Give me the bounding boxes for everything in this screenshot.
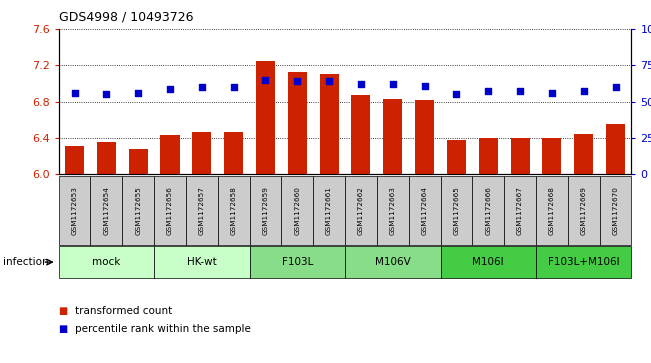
Text: GSM1172670: GSM1172670 [613, 186, 618, 235]
Bar [542, 138, 561, 174]
Text: GSM1172664: GSM1172664 [422, 186, 428, 235]
Bar [478, 138, 498, 174]
Text: GSM1172665: GSM1172665 [454, 186, 460, 235]
Text: GSM1172668: GSM1172668 [549, 186, 555, 235]
Text: GSM1172655: GSM1172655 [135, 186, 141, 235]
Text: GSM1172663: GSM1172663 [390, 186, 396, 235]
Text: HK-wt: HK-wt [187, 257, 217, 267]
Bar [59, 176, 90, 245]
Bar [345, 176, 377, 245]
Bar [447, 140, 466, 174]
Bar [313, 176, 345, 245]
Bar [600, 176, 631, 245]
Bar [154, 246, 249, 278]
Bar [441, 176, 473, 245]
Point [419, 83, 430, 89]
Bar [510, 138, 530, 174]
Point [355, 81, 366, 87]
Text: infection: infection [3, 257, 49, 267]
Bar [59, 246, 154, 278]
Text: F103L: F103L [282, 257, 313, 267]
Text: ■: ■ [59, 324, 68, 334]
Text: ■: ■ [59, 306, 68, 316]
Bar [65, 146, 84, 174]
Text: GSM1172669: GSM1172669 [581, 186, 587, 235]
Point [197, 84, 207, 90]
Bar [409, 176, 441, 245]
Point [611, 84, 621, 90]
Bar [377, 176, 409, 245]
Text: F103L+M106I: F103L+M106I [548, 257, 620, 267]
Text: GSM1172658: GSM1172658 [230, 186, 236, 235]
Point [133, 90, 143, 96]
Bar [192, 132, 212, 174]
Point [292, 78, 303, 84]
Point [451, 91, 462, 97]
Point [483, 89, 493, 94]
Bar [383, 99, 402, 174]
Text: GSM1172656: GSM1172656 [167, 186, 173, 235]
Point [165, 86, 175, 91]
Point [260, 77, 271, 83]
Text: GSM1172653: GSM1172653 [72, 186, 77, 235]
Bar [129, 149, 148, 174]
Point [387, 81, 398, 87]
Bar [441, 246, 536, 278]
Text: GSM1172654: GSM1172654 [104, 186, 109, 235]
Text: M106I: M106I [473, 257, 504, 267]
Bar [122, 176, 154, 245]
Point [101, 91, 111, 97]
Bar [281, 176, 313, 245]
Bar [160, 135, 180, 174]
Bar [97, 143, 116, 174]
Bar [288, 72, 307, 174]
Bar [504, 176, 536, 245]
Point [515, 89, 525, 94]
Bar [574, 134, 593, 174]
Text: M106V: M106V [375, 257, 411, 267]
Bar [345, 246, 441, 278]
Text: GSM1172667: GSM1172667 [517, 186, 523, 235]
Bar [473, 176, 504, 245]
Bar [249, 176, 281, 245]
Text: GSM1172657: GSM1172657 [199, 186, 205, 235]
Point [324, 78, 335, 84]
Bar [186, 176, 217, 245]
Bar [249, 246, 345, 278]
Text: transformed count: transformed count [75, 306, 172, 316]
Text: GDS4998 / 10493726: GDS4998 / 10493726 [59, 11, 193, 24]
Bar [568, 176, 600, 245]
Text: GSM1172662: GSM1172662 [358, 186, 364, 235]
Text: GSM1172660: GSM1172660 [294, 186, 300, 235]
Point [229, 84, 239, 90]
Text: mock: mock [92, 257, 120, 267]
Bar [352, 95, 370, 174]
Bar [415, 100, 434, 174]
Bar [536, 246, 631, 278]
Bar [536, 176, 568, 245]
Point [69, 90, 79, 96]
Text: percentile rank within the sample: percentile rank within the sample [75, 324, 251, 334]
Text: GSM1172666: GSM1172666 [485, 186, 492, 235]
Point [579, 89, 589, 94]
Bar [606, 124, 625, 174]
Bar [154, 176, 186, 245]
Bar [217, 176, 249, 245]
Text: GSM1172661: GSM1172661 [326, 186, 332, 235]
Bar [224, 132, 243, 174]
Bar [256, 61, 275, 174]
Bar [90, 176, 122, 245]
Bar [320, 73, 339, 174]
Point [547, 90, 557, 96]
Text: GSM1172659: GSM1172659 [262, 186, 268, 235]
